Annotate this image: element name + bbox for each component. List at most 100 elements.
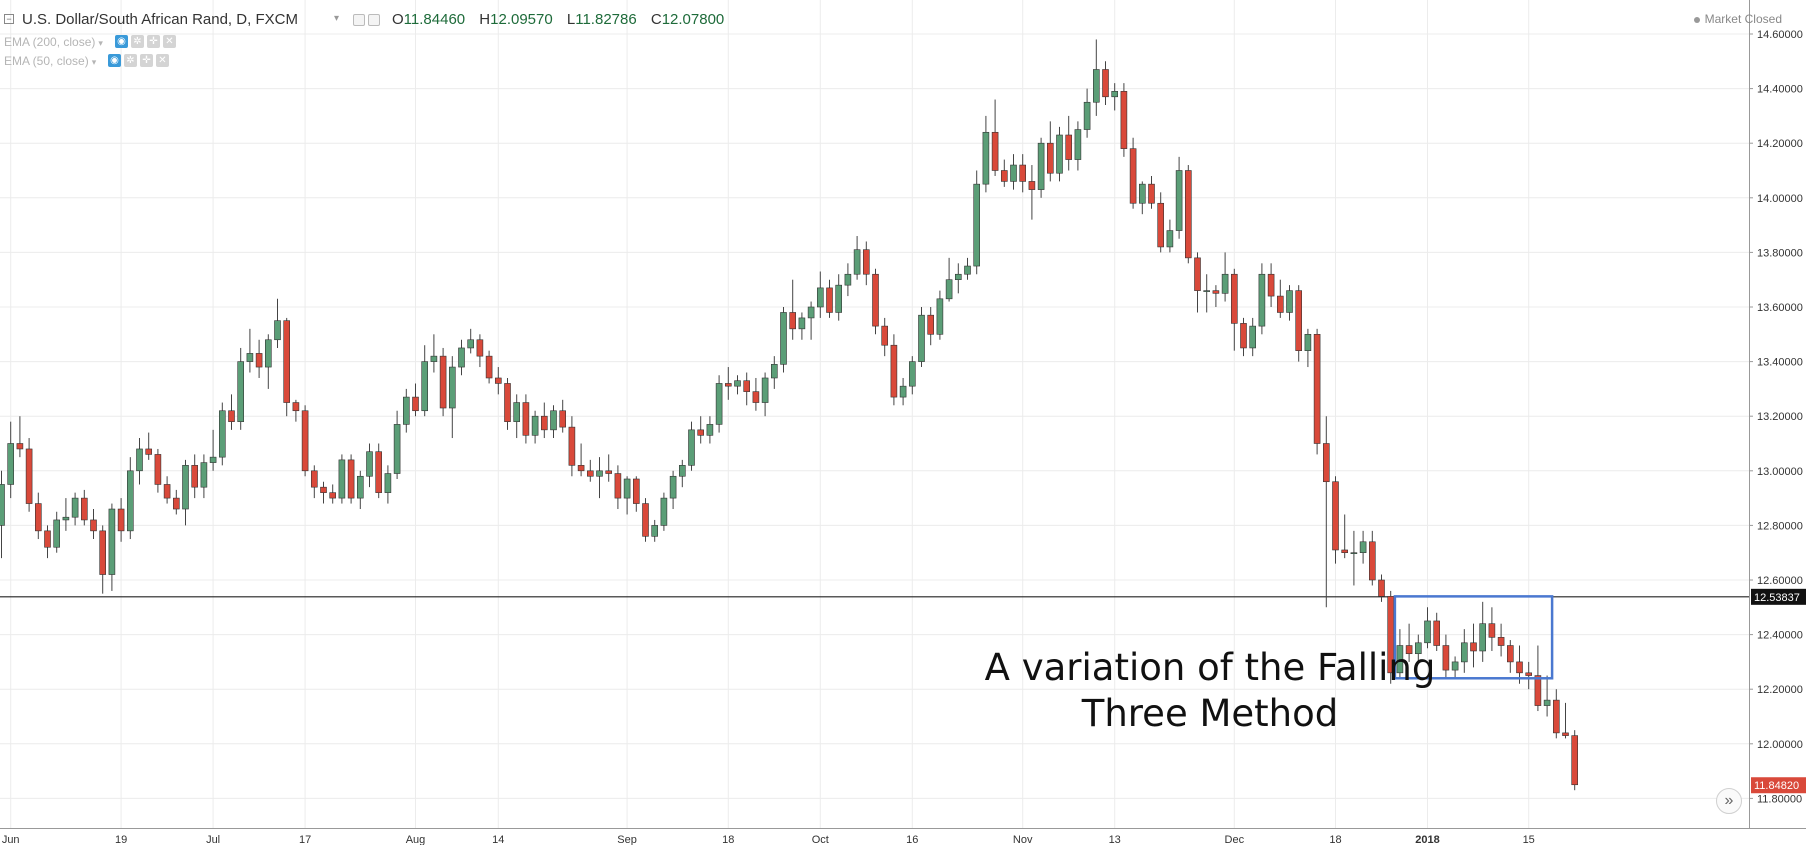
market-status: Market Closed: [1693, 12, 1782, 26]
candle-body: [1277, 295, 1284, 313]
candle-body: [881, 325, 889, 346]
candle-up: [770, 356, 778, 389]
indicator-ema-200[interactable]: EMA (200, close) ▾: [4, 35, 103, 49]
x-tick-label: 14: [492, 834, 504, 845]
more-icon[interactable]: ✛: [147, 35, 160, 48]
candle-down: [34, 492, 42, 540]
candle-body: [798, 317, 806, 330]
candle-up: [1203, 274, 1210, 313]
candle-body: [1028, 181, 1036, 190]
candle-down: [1212, 285, 1220, 307]
legend-collapse-icon[interactable]: −: [4, 14, 14, 24]
symbol-title[interactable]: U.S. Dollar/South African Rand, D, FXCM: [22, 11, 298, 28]
chevron-down-icon[interactable]: ▾: [334, 13, 340, 24]
candle-up: [669, 470, 677, 510]
candle-body: [531, 415, 539, 436]
candle-body: [669, 475, 677, 499]
status-dot-icon: [1693, 16, 1700, 23]
candle-down: [586, 459, 594, 482]
candle-down: [1405, 623, 1413, 662]
candle-body: [34, 503, 42, 532]
candle-down: [173, 489, 180, 515]
candle-up: [908, 356, 916, 395]
eye-icon[interactable]: ◉: [108, 54, 121, 67]
candle-body: [1267, 273, 1275, 297]
candle-body: [485, 355, 493, 379]
candle-up: [53, 511, 61, 553]
candle-body: [347, 459, 355, 499]
candle-body: [780, 312, 787, 365]
candle-body: [1111, 91, 1118, 98]
close-value: 12.07800: [661, 11, 725, 28]
candle-body: [1074, 129, 1082, 160]
grid-lines: [0, 0, 1749, 828]
candle-body: [329, 492, 337, 499]
candle-down: [826, 279, 833, 318]
level-label-text: 12.53837: [1754, 592, 1800, 604]
candle-body: [1534, 675, 1542, 706]
close-icon[interactable]: ✕: [156, 54, 169, 67]
chevron-down-icon[interactable]: ▾: [98, 38, 103, 48]
candle-down: [1267, 263, 1275, 307]
y-tick-label: 13.80000: [1757, 247, 1803, 259]
candle-up: [1415, 634, 1422, 662]
candle-up: [899, 377, 907, 406]
candle-down: [568, 416, 576, 477]
eye-icon[interactable]: [353, 14, 365, 26]
candle-up: [531, 410, 539, 444]
candle-body: [219, 410, 226, 458]
candle-body: [1525, 672, 1532, 676]
candle-down: [1019, 154, 1027, 193]
candle-body: [540, 415, 548, 431]
candle-body: [899, 385, 907, 398]
candle-body: [982, 131, 990, 185]
candle-down: [310, 465, 318, 499]
candle-body: [568, 426, 576, 466]
chevron-down-icon[interactable]: ▾: [91, 57, 97, 67]
candle-body: [752, 391, 760, 403]
settings-icon[interactable]: ✲: [131, 35, 144, 48]
y-tick-label: 13.00000: [1757, 466, 1803, 478]
settings-icon[interactable]: ✲: [124, 54, 137, 67]
x-tick-label: 17: [299, 834, 311, 845]
candle-body: [890, 344, 898, 398]
more-icon[interactable]: ✛: [140, 54, 153, 67]
candle-down: [347, 454, 355, 504]
candle-up: [1139, 181, 1146, 215]
candle-body: [117, 508, 125, 532]
scroll-to-realtime-button[interactable]: »: [1716, 788, 1742, 814]
x-tick-label: 18: [1329, 834, 1341, 845]
candle-down: [163, 476, 171, 504]
candle-up: [7, 421, 14, 499]
candle-up: [761, 372, 769, 417]
candle-down: [476, 334, 484, 368]
y-tick-label: 12.60000: [1757, 575, 1803, 587]
candle-down: [504, 377, 511, 430]
candle-body: [761, 377, 769, 403]
candle-up: [734, 375, 741, 395]
candle-body: [108, 508, 116, 575]
candle-body: [1479, 623, 1486, 652]
candle-body: [1369, 541, 1376, 581]
candle-up: [651, 519, 659, 542]
candle-down: [1240, 317, 1247, 357]
x-tick-label: Nov: [1013, 834, 1033, 845]
candle-up: [1451, 656, 1459, 679]
indicator-label: EMA (200, close): [4, 35, 96, 49]
candle-up: [623, 476, 631, 515]
candle-down: [1507, 640, 1514, 673]
candle-down: [1488, 607, 1496, 651]
candle-body: [770, 364, 778, 379]
candle-body: [1313, 333, 1321, 444]
candle-up: [1304, 328, 1312, 368]
candle-down: [1313, 328, 1321, 455]
candle-body: [1295, 290, 1302, 351]
close-icon[interactable]: ✕: [163, 35, 176, 48]
indicator-ema-50[interactable]: EMA (50, close) ▾: [4, 54, 96, 68]
eye-icon[interactable]: ◉: [115, 35, 128, 48]
candle-body: [1203, 290, 1210, 292]
settings-icon[interactable]: [368, 14, 380, 26]
candle-body: [228, 410, 235, 422]
candle-up: [209, 429, 217, 471]
